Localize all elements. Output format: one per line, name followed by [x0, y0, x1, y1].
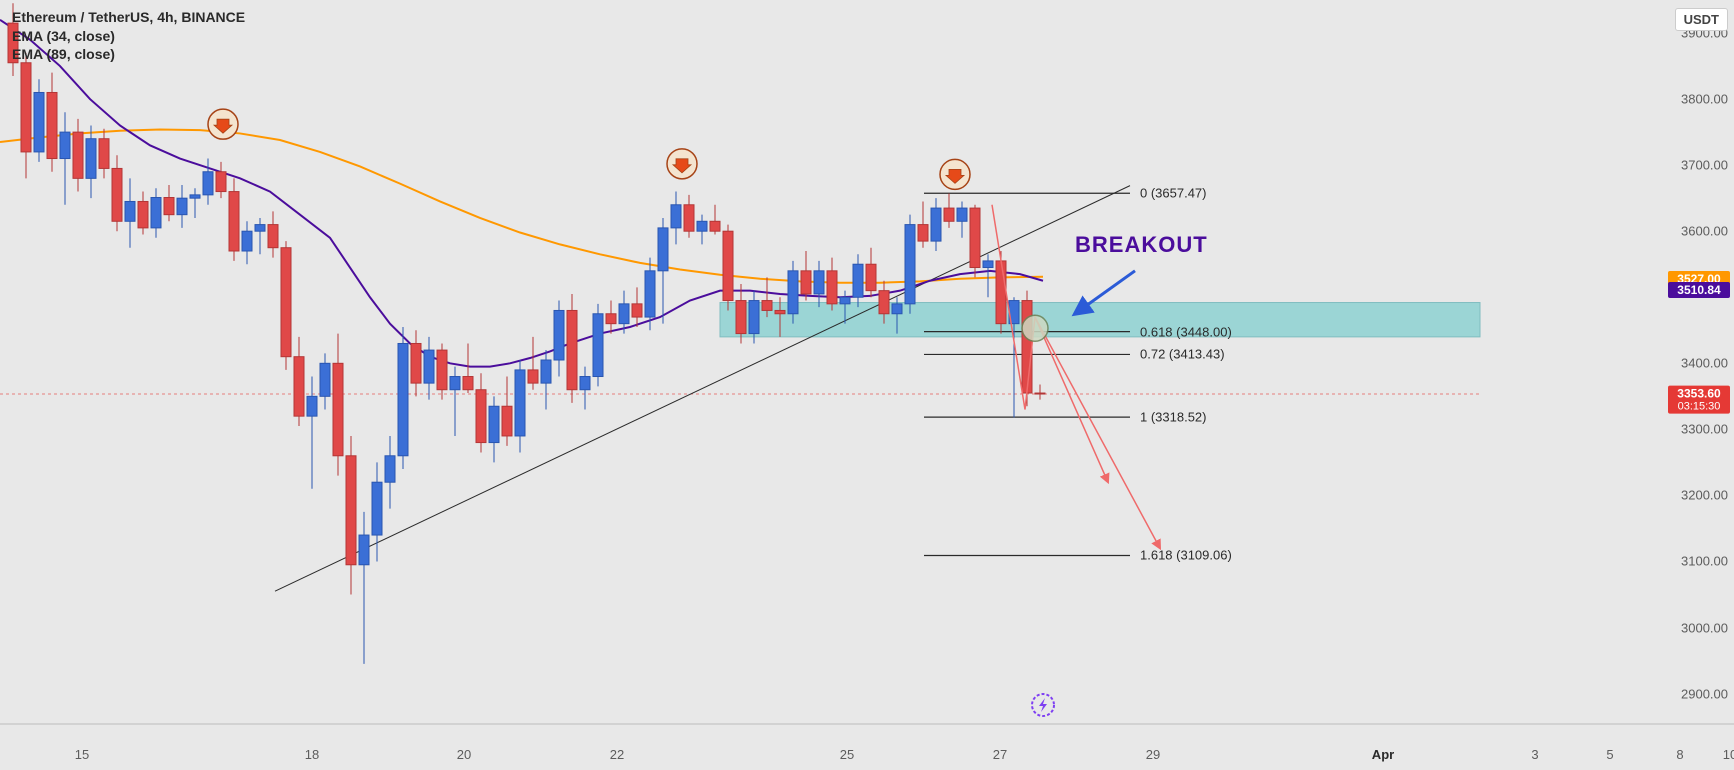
time-axis-label: 8 [1676, 747, 1683, 762]
price-axis-label: 3200.00 [1681, 488, 1728, 503]
price-axis-label: 3700.00 [1681, 158, 1728, 173]
currency-badge: USDT [1675, 8, 1728, 31]
price-axis-label: 3300.00 [1681, 422, 1728, 437]
price-axis-label: 3600.00 [1681, 224, 1728, 239]
time-axis-label: 27 [993, 747, 1007, 762]
chart-container[interactable]: Ethereum / TetherUS, 4h, BINANCE EMA (34… [0, 0, 1734, 770]
fib-level-label: 1.618 (3109.06) [1140, 548, 1232, 563]
time-axis-label: 18 [305, 747, 319, 762]
breakout-annotation: BREAKOUT [1075, 232, 1208, 258]
chart-plot[interactable] [0, 0, 1734, 770]
fib-level-label: 0 (3657.47) [1140, 186, 1207, 201]
time-axis-label: 5 [1606, 747, 1613, 762]
fib-level-label: 1 (3318.52) [1140, 410, 1207, 425]
ema-89-label: EMA (89, close) [12, 46, 115, 62]
price-axis-label: 3800.00 [1681, 92, 1728, 107]
price-tag: 3510.84 [1668, 282, 1730, 298]
price-axis-label: 3000.00 [1681, 620, 1728, 635]
fib-level-label: 0.72 (3413.43) [1140, 347, 1225, 362]
time-axis-label: Apr [1372, 747, 1394, 762]
time-axis-label: 22 [610, 747, 624, 762]
time-axis-label: 3 [1531, 747, 1538, 762]
price-axis-label: 2900.00 [1681, 686, 1728, 701]
price-axis-label: 3400.00 [1681, 356, 1728, 371]
ema-34-label: EMA (34, close) [12, 28, 115, 44]
price-axis-label: 3100.00 [1681, 554, 1728, 569]
time-axis-label: 20 [457, 747, 471, 762]
time-axis-label: 15 [75, 747, 89, 762]
price-tag: 3353.6003:15:30 [1668, 386, 1730, 414]
fib-level-label: 0.618 (3448.00) [1140, 324, 1232, 339]
time-axis-label: 29 [1146, 747, 1160, 762]
time-axis-label: 25 [840, 747, 854, 762]
time-axis-label: 10 [1723, 747, 1734, 762]
chart-title: Ethereum / TetherUS, 4h, BINANCE [12, 9, 245, 25]
